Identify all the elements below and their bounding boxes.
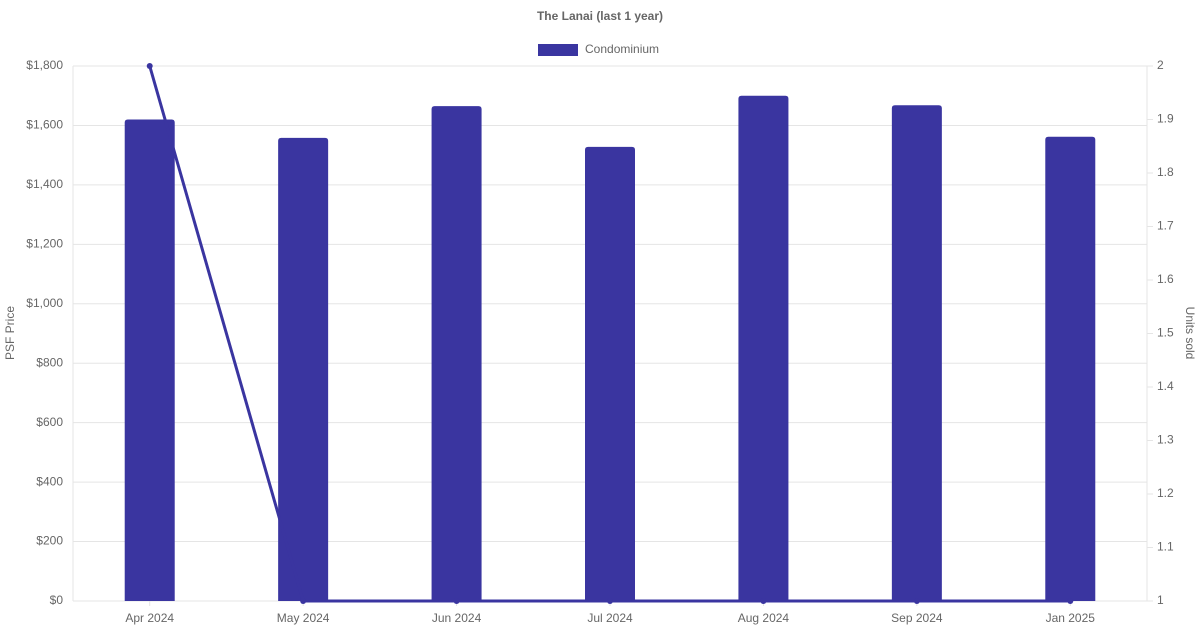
y-tick-label: $1,800 [26,58,63,72]
point [453,598,460,604]
y2-tick-label: 1 [1157,593,1164,607]
y-tick-label: $800 [36,355,63,369]
bar [1045,136,1096,601]
y-tick-label: $0 [50,593,64,607]
legend-swatch [538,44,578,56]
x-tick-label: Sep 2024 [891,611,943,625]
point [607,598,613,604]
bar [278,137,329,601]
point [760,598,767,604]
y2-tick-label: 1.5 [1157,326,1174,340]
y2-tick-label: 1.1 [1157,540,1174,554]
y2-tick-label: 1.8 [1157,165,1174,179]
bar [124,119,175,601]
y2-tick-label: 1.6 [1157,272,1174,286]
y2-tick-label: 1.9 [1157,112,1174,126]
y-tick-label: $1,200 [26,237,63,251]
x-tick-label: Jul 2024 [587,611,633,625]
y2-tick-label: 1.4 [1157,379,1174,393]
y-tick-label: $1,000 [26,296,63,310]
x-tick-label: Aug 2024 [738,611,790,625]
y-tick-label: $600 [36,415,63,429]
bar [891,105,942,601]
y-axis-title: PSF Price [3,306,17,360]
y-tick-label: $200 [36,534,63,548]
point [1067,598,1074,604]
bar [738,95,789,601]
legend-label: Condominium [585,42,659,56]
point [146,63,153,69]
chart-title: The Lanai (last 1 year) [537,9,663,23]
bar [431,106,482,601]
y-tick-label: $400 [36,474,63,488]
y-tick-label: $1,600 [26,118,63,132]
point [913,598,920,604]
y2-tick-label: 1.7 [1157,219,1174,233]
x-tick-label: May 2024 [277,611,330,625]
point [300,598,307,604]
x-tick-label: Jan 2025 [1046,611,1096,625]
y2-tick-label: 1.2 [1157,486,1174,500]
y2-tick-label: 1.3 [1157,433,1174,447]
x-tick-label: Apr 2024 [125,611,174,625]
y2-tick-label: 2 [1157,58,1164,72]
x-tick-label: Jun 2024 [432,611,482,625]
y2-axis-title: Units sold [1183,307,1197,360]
y-tick-label: $1,400 [26,177,63,191]
bar [585,146,635,601]
